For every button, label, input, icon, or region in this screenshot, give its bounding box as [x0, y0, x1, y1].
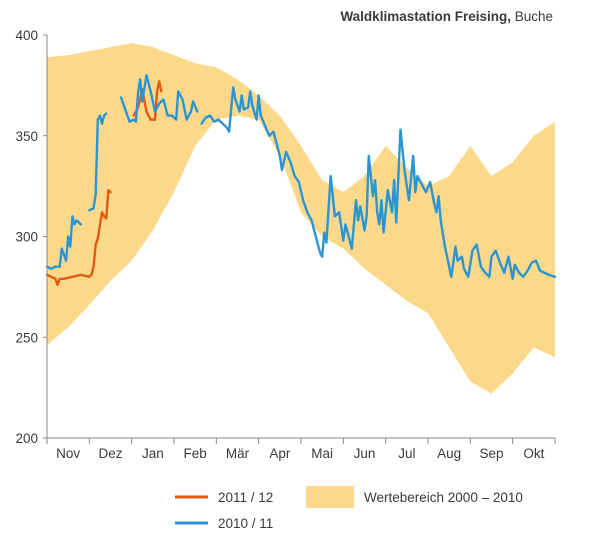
- axes: 200 250 300 350 400 Nov Dez Jan Feb Mär Apr Mai Jun J…: [15, 28, 556, 461]
- series-lines: [45, 74, 557, 287]
- x-tick-label-12: Okt: [523, 446, 544, 461]
- legend-label-2010-11: 2010 / 11: [218, 516, 273, 531]
- y-tick-label-400: 400: [15, 28, 38, 43]
- series-line-2010-11-segment-3: [119, 74, 199, 123]
- chart-title-station: Waldklimastation Freising,: [340, 9, 511, 24]
- series-line-2010-11-segment-4: [200, 86, 557, 281]
- x-tick-label-4: Feb: [184, 446, 207, 461]
- series-line-2010-11-segment-1: [45, 215, 83, 270]
- series-line-2011-12-segment-2: [132, 80, 163, 121]
- x-tick-label-7: Mai: [311, 446, 333, 461]
- y-tick-label-350: 350: [15, 129, 38, 144]
- x-tick-label-10: Aug: [437, 446, 461, 461]
- x-tick-label-5: Mär: [226, 446, 250, 461]
- x-tick-label-8: Jun: [354, 446, 376, 461]
- legend-label-2011-12: 2011 / 12: [218, 490, 273, 505]
- x-tick-label-6: Apr: [269, 446, 291, 461]
- legend-swatch-band: [306, 486, 354, 508]
- y-tick-label-200: 200: [15, 431, 38, 446]
- series-line-2010-11-segment-2: [88, 112, 108, 212]
- x-tick-label-1: Nov: [56, 446, 80, 461]
- x-tick-label-2: Dez: [98, 446, 122, 461]
- band-area: [47, 43, 555, 394]
- legend-label-band: Wertebereich 2000 – 2010: [364, 490, 523, 505]
- x-tick-label-9: Jul: [398, 446, 415, 461]
- x-tick-label-11: Sep: [479, 446, 503, 461]
- y-tick-label-250: 250: [15, 330, 38, 345]
- series-line-2011-12-segment-1: [45, 188, 112, 287]
- y-tick-label-300: 300: [15, 230, 38, 245]
- chart-title-species: Buche: [510, 9, 553, 24]
- chart-title: Waldklimastation Freising, Buche: [340, 9, 553, 24]
- value-range-band: [47, 43, 555, 394]
- x-tick-label-3: Jan: [142, 446, 164, 461]
- legend: 2011 / 12 2010 / 11 Wertebereich 2000 – …: [175, 486, 523, 531]
